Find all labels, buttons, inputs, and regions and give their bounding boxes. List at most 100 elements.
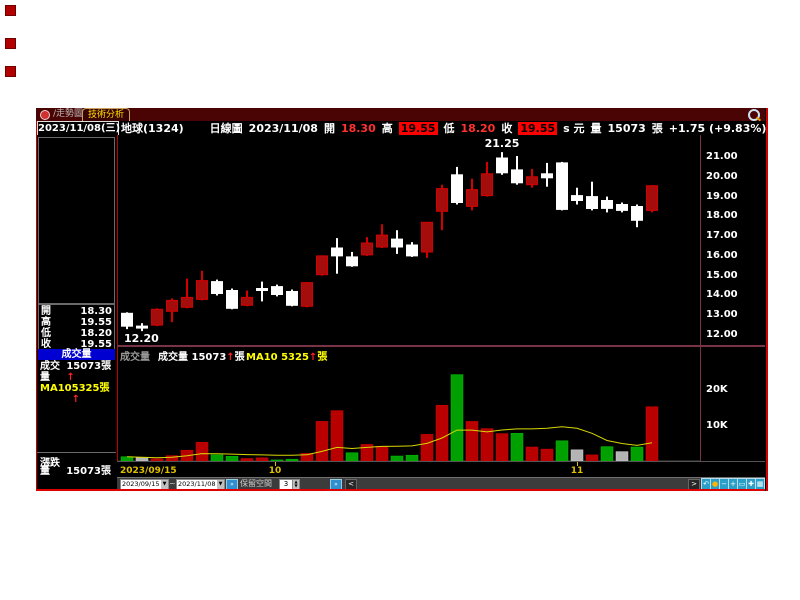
- window-bottom-border: [36, 489, 765, 491]
- quote-date: 2023/11/08: [248, 121, 318, 135]
- stock-name: 地球(1324): [121, 122, 184, 135]
- candle-body: [166, 299, 178, 312]
- up-arrow-icon: ↑: [308, 352, 318, 363]
- price-tick: 15.00: [706, 269, 738, 281]
- axis-separator: [700, 135, 701, 465]
- price-tick: 17.00: [706, 230, 738, 242]
- volume-pane-title: 成交量: [120, 352, 150, 363]
- volume-bar: [435, 404, 449, 462]
- price-tick: 18.00: [706, 210, 738, 222]
- reserved-space-label: 保留空間: [240, 479, 272, 488]
- high-value: 19.55: [398, 121, 438, 135]
- candle-body: [196, 280, 208, 300]
- candle-body: [436, 188, 448, 212]
- chevron-down-icon[interactable]: ▼: [217, 480, 224, 489]
- tab-technical-analysis[interactable]: 技術分析: [82, 108, 131, 121]
- app-icon: [40, 110, 50, 120]
- ohlc-box: 開 18.30 高 19.55 低 18.20 收 19.55: [38, 304, 115, 352]
- volume-axis: 20K 10K: [701, 347, 763, 465]
- panel-separator: [117, 135, 118, 478]
- candle-body: [271, 286, 283, 296]
- x-axis-tick: [275, 462, 276, 466]
- desktop-artifact: [5, 66, 16, 77]
- quote-header: 地球(1324) 日線圖 2023/11/08 開 18.30 高 19.55 …: [121, 121, 766, 135]
- candle-body: [361, 242, 373, 256]
- volume-bar: [615, 451, 629, 462]
- volume-bar: [555, 440, 569, 462]
- volume-bar: [345, 452, 359, 462]
- volume-unit: 張: [651, 122, 663, 135]
- close-value: 19.55: [518, 121, 558, 135]
- price-tick: 12.00: [706, 329, 738, 341]
- candle-body: [586, 196, 598, 209]
- candle-body: [346, 256, 358, 267]
- candle-body: [286, 291, 298, 306]
- candle-body: [181, 296, 193, 308]
- unit-label: s 元: [563, 122, 585, 135]
- x-axis: [117, 461, 765, 478]
- volume-bar: [495, 433, 509, 462]
- volume-bar: [330, 410, 344, 462]
- volume-tick: 20K: [706, 384, 728, 395]
- candle-body: [301, 282, 313, 307]
- volume-row: 成交量 15073張↑: [40, 361, 112, 383]
- candle-body: [391, 238, 403, 248]
- price-tick: 19.00: [706, 190, 738, 202]
- period-label: 日線圖: [209, 122, 243, 135]
- volume-chart[interactable]: [118, 347, 700, 462]
- volume-readout: 成交量 15073↑張: [158, 352, 245, 363]
- ohlc-row: 開 18.30: [41, 306, 112, 317]
- volume-bar: [465, 421, 479, 462]
- candlestick-chart[interactable]: 21.25 12.20: [118, 135, 700, 346]
- candle-body: [526, 176, 538, 186]
- x-axis-label: 10: [268, 466, 282, 476]
- volume-bar: [510, 433, 524, 462]
- change-row-label: 漲跌: [40, 458, 60, 469]
- volume-tick: 10K: [706, 420, 728, 431]
- volume-bar: [540, 448, 554, 462]
- candle-body: [406, 244, 418, 257]
- volume-bar: [420, 434, 434, 462]
- info-box-empty: [38, 137, 115, 304]
- candle-body: [151, 308, 163, 326]
- current-date-box: 2023/11/08(三): [37, 121, 121, 136]
- volume-bar: [525, 446, 539, 462]
- low-label: 低: [443, 122, 455, 135]
- candle-body: [211, 281, 223, 295]
- candle-body: [481, 173, 493, 197]
- candle-body: [466, 189, 478, 207]
- volume-bar: [375, 445, 389, 462]
- volume-bar: [480, 428, 494, 462]
- chevron-down-icon[interactable]: ▼: [161, 480, 168, 489]
- low-value: 18.20: [460, 121, 496, 135]
- candle-body: [646, 185, 658, 211]
- change-value: +1.75 (+9.83%): [668, 121, 767, 135]
- volume-bar: [645, 406, 659, 462]
- ohlc-row: 高 19.55: [41, 317, 112, 328]
- volume-bar: [450, 374, 464, 462]
- tab-trend-chart[interactable]: /走勢圖: [53, 109, 84, 119]
- open-label: 開: [323, 122, 335, 135]
- x-axis-label: 2023/09/15: [120, 466, 177, 476]
- open-value: 18.30: [340, 121, 376, 135]
- magnifier-icon[interactable]: [748, 109, 760, 121]
- volume-bar: [570, 449, 584, 462]
- ma10-line: [126, 426, 653, 459]
- candle-body: [616, 204, 628, 211]
- candle-body: [241, 296, 253, 306]
- close-label: 收: [501, 122, 513, 135]
- high-label: 高: [381, 122, 393, 135]
- candle-body: [451, 174, 463, 203]
- volume-bar: [315, 421, 329, 462]
- ohlc-row: 收 19.55: [41, 339, 112, 350]
- range-separator: ~: [169, 479, 176, 488]
- candle-body: [376, 234, 388, 248]
- pane-divider: [117, 345, 765, 347]
- desktop-artifact: [5, 38, 16, 49]
- price-axis: 21.00 20.00 19.00 18.00 17.00 16.00 15.00 14.00…: [701, 135, 763, 346]
- candle-body: [556, 162, 568, 210]
- price-tick: 21.00: [706, 151, 738, 162]
- volume-section-rows: 成交量 15073張↑ MA10 5325張↑: [38, 361, 115, 405]
- price-tick: 14.00: [706, 289, 738, 301]
- candle-body: [256, 288, 268, 291]
